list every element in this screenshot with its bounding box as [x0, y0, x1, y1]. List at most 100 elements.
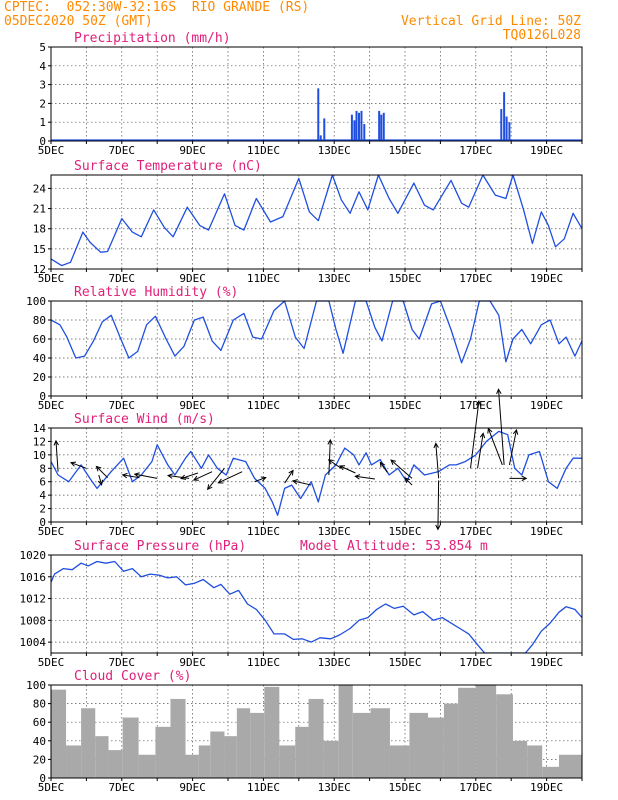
x-date-label: 13DEC: [318, 144, 351, 157]
wind-vector-head: [433, 442, 439, 449]
wind-vector-head: [487, 427, 493, 434]
cloud-cover-bar: [108, 750, 123, 778]
wind-frame: [50, 427, 583, 523]
y-tick-label: 80: [33, 314, 46, 327]
wind-vector-head: [53, 439, 59, 446]
x-date-label: 15DEC: [388, 272, 421, 285]
wind-vector-shaft: [55, 440, 59, 472]
precipitation-bar: [378, 110, 381, 141]
x-date-label: 17DEC: [459, 781, 492, 794]
precipitation-frame: [50, 46, 583, 142]
wind-vector-head: [327, 438, 333, 445]
cloud-cover-bar: [308, 698, 324, 778]
cloud-cover-bar: [95, 736, 109, 778]
pressure-panel: 1004 1008 1012 1016 1020 5DEC 7DEC 9DEC 11DEC 13D…: [20, 539, 583, 669]
cloud-cover-bar: [512, 740, 528, 778]
wind-vector-shaft: [339, 465, 356, 474]
cloud-cover-bar: [279, 745, 296, 778]
cloud-cover-title: Cloud Cover (%): [74, 669, 191, 684]
wind-vector-head: [97, 479, 104, 486]
precipitation-bar: [382, 112, 385, 141]
wind-vector-head: [475, 399, 482, 406]
wind-vector-head: [288, 469, 294, 476]
y-tick-label: 100: [26, 295, 46, 308]
precipitation-bar: [323, 118, 326, 141]
y-tick-label: 80: [33, 698, 46, 711]
wind-vector-head: [69, 461, 77, 467]
cloud-cover-bar: [210, 731, 225, 778]
cloud-cover-bar: [138, 754, 156, 778]
y-tick-label: 100: [26, 679, 46, 692]
precipitation-bar: [355, 110, 358, 141]
pressure-frame: [50, 554, 583, 654]
x-date-label: 11DEC: [247, 525, 280, 538]
wind-vector-head: [521, 475, 528, 482]
precipitation-bar: [360, 110, 363, 141]
wind-vector-head: [192, 475, 199, 481]
x-date-label: 17DEC: [459, 525, 492, 538]
x-date-label: 7DEC: [109, 272, 136, 285]
wind-vector-head: [291, 479, 298, 485]
y-tick-label: 8: [39, 462, 46, 475]
precipitation-bar: [380, 114, 383, 141]
x-date-label: 19DEC: [530, 399, 563, 412]
cloud-cover-bar: [558, 754, 582, 778]
cloud-cover-bar: [443, 703, 459, 778]
wind-vector-head: [327, 459, 334, 465]
wind-vector-shaft: [498, 389, 505, 465]
y-tick-label: 60: [33, 716, 46, 729]
humidity-title: Relative Humidity (%): [74, 285, 238, 300]
x-date-label: 7DEC: [109, 525, 136, 538]
x-date-label: 13DEC: [318, 525, 351, 538]
wind-vector-head: [217, 478, 224, 484]
humidity-frame: [50, 300, 583, 397]
y-tick-label: 1004: [20, 636, 47, 649]
x-date-label: 7DEC: [109, 144, 136, 157]
wind-vector-shaft: [218, 471, 243, 484]
y-tick-label: 12: [33, 263, 46, 276]
wind-vector-head: [95, 465, 102, 472]
cloud-cover-panel: 0 20 40 60 80 100 5DEC 7DEC 9DEC 11DEC 13DEC 15DEC 1…: [26, 669, 583, 794]
wind-series-line: [50, 430, 582, 516]
x-date-label: 13DEC: [318, 399, 351, 412]
wind-vector-shaft: [96, 466, 108, 479]
x-date-label: 19DEC: [530, 781, 563, 794]
wind-vector-shaft: [134, 473, 158, 479]
grid-line-note: Vertical Grid Line: 50Z: [400, 14, 581, 29]
wind-vector-shaft: [122, 474, 140, 479]
cloud-cover-bar: [475, 685, 497, 778]
x-date-label: 15DEC: [388, 656, 421, 669]
y-tick-label: 1020: [20, 549, 47, 562]
cloud-cover-bar: [66, 745, 82, 778]
temperature-frame: [50, 174, 583, 270]
x-date-label: 7DEC: [109, 656, 136, 669]
precipitation-title: Precipitation (mm/h): [74, 31, 231, 46]
x-date-label: 9DEC: [179, 525, 206, 538]
wind-vector-shaft: [98, 474, 103, 485]
y-tick-label: 60: [33, 333, 46, 346]
wind-vector-shaft: [477, 433, 484, 469]
y-tick-label: 21: [33, 203, 46, 216]
y-tick-label: 1016: [20, 571, 47, 584]
y-tick-label: 40: [33, 352, 46, 365]
wind-vector-shaft: [70, 462, 87, 469]
cloud-cover-bar: [458, 687, 476, 778]
x-date-label: 15DEC: [388, 144, 421, 157]
model-date: 05DEC2020 50Z (GMT): [4, 14, 153, 29]
wind-vector-head: [404, 477, 410, 483]
temperature-title: Surface Temperature (nC): [74, 159, 262, 174]
x-date-label: 13DEC: [318, 656, 351, 669]
pressure-series-line: [51, 560, 582, 653]
cloud-cover-bar: [352, 712, 371, 778]
y-tick-label: 2: [39, 503, 46, 516]
y-tick-label: 10: [33, 449, 46, 462]
wind-vector-shaft: [167, 475, 190, 479]
precipitation-bar: [353, 120, 356, 141]
cloud-cover-bar: [496, 694, 513, 778]
x-date-label: 13DEC: [318, 781, 351, 794]
wind-vector-head: [390, 459, 397, 465]
x-date-label: 9DEC: [179, 272, 206, 285]
precipitation-bar: [503, 92, 506, 141]
wind-vector-head: [354, 474, 361, 480]
x-date-label: 19DEC: [530, 525, 563, 538]
